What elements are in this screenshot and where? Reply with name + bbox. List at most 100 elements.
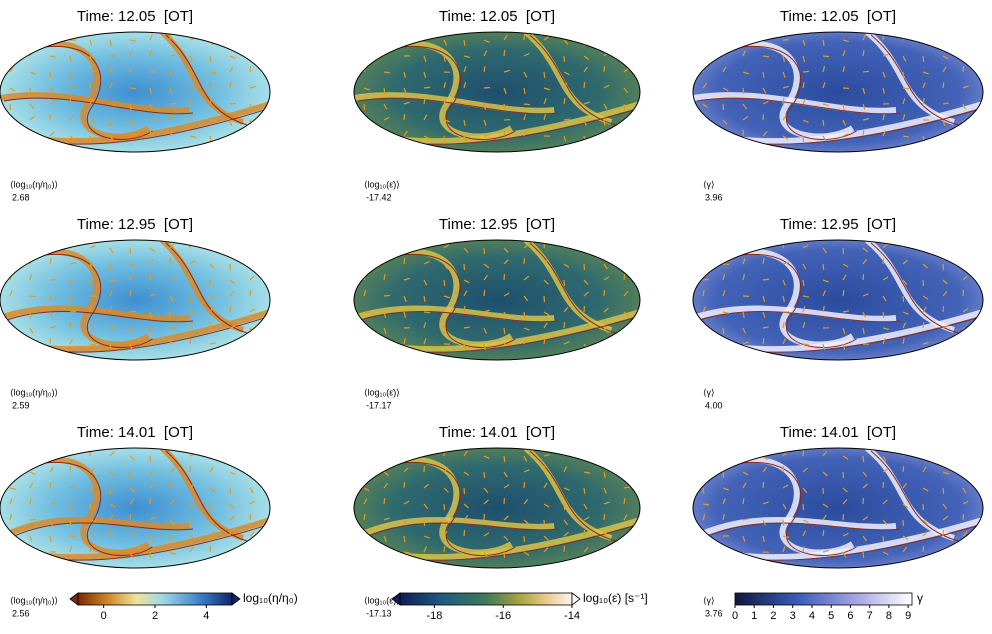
- velocity-arrow: [763, 279, 769, 280]
- velocity-arrow: [723, 264, 729, 265]
- velocity-arrow: [863, 130, 864, 136]
- velocity-arrow: [484, 472, 485, 478]
- velocity-arrow: [484, 87, 490, 88]
- velocity-arrow: [464, 40, 465, 46]
- mean-value: 3.76: [705, 608, 723, 618]
- velocity-arrow: [170, 34, 171, 40]
- velocity-arrow: [30, 248, 36, 249]
- velocity-arrow: [863, 274, 864, 280]
- velocity-arrow: [943, 248, 948, 251]
- velocity-arrow: [424, 87, 430, 88]
- velocity-arrow: [70, 98, 71, 104]
- velocity-arrow: [50, 338, 51, 344]
- colorbar-end: [70, 593, 78, 605]
- velocity-arrow: [30, 34, 31, 40]
- mean-label: ⟨γ⟩: [703, 179, 715, 189]
- velocity-arrow: [564, 504, 565, 510]
- velocity-arrow: [384, 248, 389, 250]
- velocity-arrow: [624, 104, 625, 110]
- velocity-arrow: [150, 552, 151, 558]
- velocity-arrow: [763, 243, 766, 248]
- velocity-arrow: [723, 456, 727, 461]
- velocity-arrow: [624, 274, 625, 280]
- velocity-arrow: [783, 242, 784, 248]
- velocity-arrow: [883, 312, 884, 318]
- velocity-arrow: [10, 39, 16, 40]
- colorbar-tick-label: 0: [732, 610, 738, 622]
- velocity-arrow: [364, 344, 367, 349]
- velocity-arrow: [444, 136, 445, 142]
- velocity-arrow: [424, 520, 425, 526]
- velocity-arrow: [723, 39, 729, 40]
- velocity-arrow: [763, 114, 764, 120]
- velocity-arrow: [230, 488, 231, 494]
- velocity-arrow: [703, 248, 705, 254]
- mean-value: 4.00: [705, 400, 723, 410]
- panel-title: Time: 12.05 [OT]: [439, 8, 555, 25]
- panel-title: Time: 14.01 [OT]: [77, 424, 193, 441]
- velocity-arrow: [524, 482, 525, 488]
- velocity-arrow: [190, 296, 191, 302]
- velocity-arrow: [364, 312, 370, 313]
- velocity-arrow: [584, 248, 589, 251]
- velocity-arrow: [703, 136, 708, 140]
- mean-label: ⟨γ⟩: [703, 387, 715, 397]
- velocity-arrow: [170, 258, 171, 264]
- colorbar-tick-label: 1: [751, 610, 757, 622]
- velocity-arrow: [110, 264, 111, 270]
- mean-value: -17.17: [366, 400, 392, 410]
- panel-title: Time: 12.95 [OT]: [439, 216, 555, 233]
- velocity-arrow: [384, 552, 385, 558]
- velocity-arrow: [10, 472, 11, 478]
- velocity-arrow: [364, 328, 365, 334]
- colorbar-tick-label: 4: [203, 610, 209, 622]
- colorbar: [735, 593, 912, 605]
- velocity-arrow: [923, 56, 924, 62]
- velocity-arrow: [10, 248, 11, 254]
- velocity-arrow: [963, 344, 964, 350]
- velocity-arrow: [703, 552, 709, 553]
- velocity-arrow: [250, 264, 254, 268]
- velocity-arrow: [484, 290, 485, 296]
- velocity-arrow: [703, 328, 708, 330]
- colorbar-tick-label: 7: [867, 610, 873, 622]
- velocity-arrow: [963, 552, 967, 556]
- velocity-arrow: [524, 312, 525, 318]
- velocity-arrow: [963, 40, 968, 44]
- velocity-arrow: [863, 71, 869, 72]
- velocity-arrow: [10, 344, 13, 349]
- velocity-arrow: [30, 341, 35, 344]
- velocity-arrow: [763, 338, 764, 344]
- mean-value: 2.56: [12, 608, 30, 618]
- velocity-arrow: [743, 88, 744, 94]
- velocity-arrow: [624, 131, 626, 136]
- colorbar-end: [572, 593, 580, 605]
- velocity-arrow: [524, 34, 525, 40]
- velocity-arrow: [703, 279, 709, 280]
- velocity-arrow: [130, 88, 136, 89]
- velocity-arrow: [424, 242, 425, 248]
- velocity-arrow: [723, 328, 724, 334]
- velocity-arrow: [210, 56, 211, 62]
- velocity-arrow: [364, 456, 368, 460]
- panel-title: Time: 14.01 [OT]: [439, 424, 555, 441]
- colorbar-tick-label: 5: [828, 610, 834, 622]
- velocity-arrow: [703, 344, 704, 350]
- velocity-arrow: [150, 274, 151, 280]
- velocity-arrow: [464, 530, 465, 536]
- velocity-arrow: [364, 552, 366, 558]
- velocity-arrow: [404, 34, 405, 40]
- panel-title: Time: 14.01 [OT]: [780, 424, 896, 441]
- velocity-arrow: [624, 456, 626, 462]
- velocity-arrow: [624, 472, 626, 478]
- velocity-arrow: [823, 530, 824, 536]
- velocity-arrow: [364, 248, 365, 254]
- velocity-arrow: [763, 482, 764, 488]
- velocity-arrow: [10, 120, 14, 124]
- panel-title: Time: 12.05 [OT]: [780, 8, 896, 25]
- velocity-arrow: [250, 456, 256, 457]
- velocity-arrow: [943, 450, 945, 456]
- velocity-arrow: [364, 264, 370, 265]
- velocity-arrow: [404, 114, 405, 120]
- velocity-arrow: [130, 514, 131, 520]
